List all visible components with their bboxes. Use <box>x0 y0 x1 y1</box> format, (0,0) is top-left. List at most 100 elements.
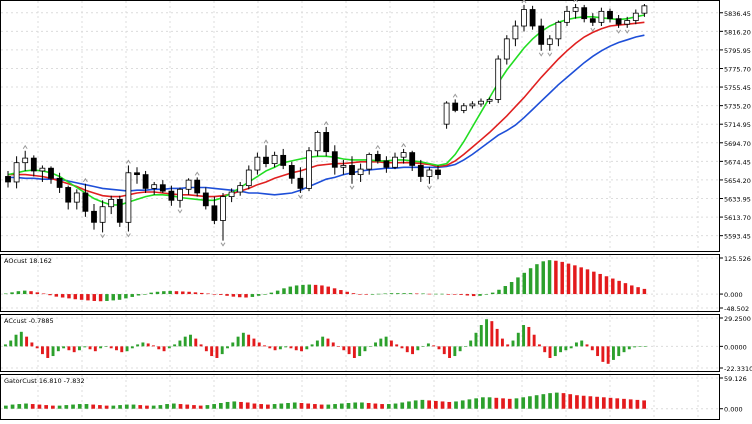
histogram-bar <box>481 397 485 408</box>
histogram-bar <box>358 294 361 295</box>
histogram-bar <box>447 402 451 409</box>
histogram-bar <box>41 346 44 354</box>
histogram-bar <box>61 294 64 297</box>
candle-body <box>186 180 191 189</box>
histogram-bar <box>78 346 81 350</box>
histogram-bar <box>83 346 86 347</box>
histogram-bar <box>353 346 356 358</box>
histogram-bar <box>213 294 216 295</box>
y-tick-label: 59.126 <box>724 375 747 383</box>
fractal-down-marker <box>178 210 182 213</box>
candle-body <box>410 153 415 166</box>
histogram-bar <box>421 400 425 409</box>
panel-frame <box>1 315 720 372</box>
histogram-bar <box>485 319 488 346</box>
histogram-bar <box>494 398 498 409</box>
histogram-bar <box>206 405 210 409</box>
histogram-bar <box>251 294 254 297</box>
histogram-bar <box>9 341 12 347</box>
candle-body <box>547 39 552 45</box>
histogram-bar <box>42 293 45 294</box>
histogram-bar <box>369 346 372 347</box>
histogram-bar <box>31 404 35 409</box>
candle-body <box>169 191 174 200</box>
candle-body <box>49 168 54 178</box>
candle-body <box>221 197 226 221</box>
histogram-bar <box>232 401 236 408</box>
histogram-bar <box>629 399 633 408</box>
indicator-line <box>8 35 644 195</box>
histogram-bar <box>421 293 424 294</box>
histogram-bar <box>118 294 121 300</box>
histogram-bar <box>131 346 134 348</box>
candle <box>487 98 492 104</box>
y-tick-label: 125.526 <box>724 255 751 263</box>
histogram-bar <box>549 346 552 358</box>
histogram-bar <box>533 335 536 347</box>
y-tick-label: 0.000 <box>724 406 743 414</box>
candle <box>608 9 613 23</box>
histogram-bar <box>501 339 504 347</box>
candle <box>315 131 320 157</box>
candle-body <box>14 163 19 182</box>
histogram-bar <box>538 344 541 346</box>
histogram-bar <box>94 346 97 351</box>
fractal-down-marker <box>221 243 225 246</box>
histogram-bar <box>293 402 297 408</box>
histogram-bar <box>643 289 646 294</box>
histogram-bar <box>432 345 435 346</box>
histogram-bar <box>52 346 55 356</box>
histogram-bar <box>401 346 404 348</box>
candle-body <box>289 165 294 178</box>
histogram-bar <box>339 290 342 294</box>
histogram-bar <box>10 292 13 294</box>
histogram-bar <box>596 346 599 356</box>
candle <box>31 155 36 176</box>
histogram-bar <box>342 346 345 350</box>
histogram-bar <box>279 346 282 349</box>
histogram-bar <box>340 404 344 409</box>
candle <box>100 200 105 232</box>
histogram-bar <box>242 333 245 347</box>
histogram-bar <box>636 400 640 409</box>
histogram-bar <box>469 341 472 347</box>
candle <box>444 101 449 129</box>
histogram-bar <box>51 406 55 409</box>
histogram-bar <box>548 393 552 409</box>
histogram-bar <box>383 293 386 294</box>
histogram-bar <box>172 404 176 409</box>
candle-body <box>487 99 492 101</box>
histogram-bar <box>238 294 241 297</box>
histogram-bar <box>434 294 437 295</box>
candle-body <box>255 157 260 170</box>
y-tick-label: 5795.95 <box>724 47 751 55</box>
histogram-bar <box>311 344 314 346</box>
candle-body <box>608 11 613 18</box>
histogram-bar <box>380 404 384 409</box>
candle-body <box>582 8 587 19</box>
candle-body <box>57 178 62 187</box>
histogram-bar <box>605 276 608 294</box>
y-tick-label: 5714.95 <box>724 121 751 129</box>
histogram-bar <box>162 291 165 294</box>
histogram-bar <box>554 261 557 294</box>
candle-body <box>92 211 97 222</box>
histogram-bar <box>453 294 456 295</box>
candle-body <box>203 193 208 206</box>
candle-body <box>504 39 509 59</box>
candle-body <box>307 151 312 189</box>
histogram-bar <box>259 404 263 409</box>
histogram-bar <box>385 337 388 347</box>
histogram-bar <box>136 344 139 346</box>
histogram-bar <box>440 294 443 295</box>
candle-body <box>315 132 320 150</box>
candle-body <box>436 170 441 175</box>
histogram-bar <box>11 405 15 409</box>
histogram-bar <box>516 277 519 294</box>
histogram-bar <box>638 346 641 347</box>
histogram-bar <box>67 346 70 350</box>
histogram-bar <box>4 406 8 409</box>
histogram-bar <box>157 346 160 349</box>
histogram-bar <box>184 337 187 347</box>
